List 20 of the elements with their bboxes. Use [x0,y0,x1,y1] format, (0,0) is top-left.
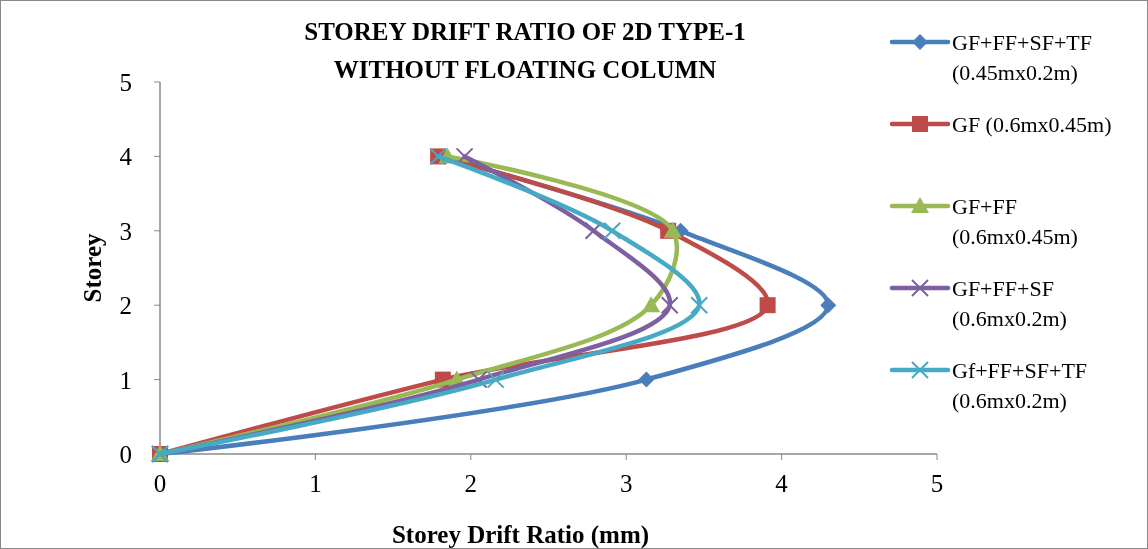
x-tick-label: 5 [930,470,944,497]
y-tick-label: 2 [119,292,132,320]
x-tick-label: 3 [619,470,633,497]
legend-label: GF+FF+SF (0.6mx0.2m) [952,276,1067,331]
x-axis-title: Storey Drift Ratio (mm) [391,521,650,549]
legend-label: GF (0.6mx0.45m) [952,112,1112,137]
y-tick-label: 0 [119,441,132,468]
chart-title: STOREY DRIFT RATIO OF 2D TYPE-1 WITHOUT FLOATING COLUMN [304,18,746,83]
x-tick-label: 1 [309,470,322,497]
y-tick-label: 3 [119,217,132,245]
y-tick-label: 1 [119,366,132,394]
x-tick-label: 2 [464,470,478,497]
y-tick-label: 5 [119,69,132,96]
y-axis-title: Storey [79,233,106,303]
y-tick-label: 4 [119,143,133,171]
x-tick-label: 0 [153,470,167,497]
legend-label: GF+FF (0.6mx0.45m) [952,194,1078,249]
legend-label: GF+FF+SF+TF (0.45mx0.2m) [952,30,1092,85]
x-tick-label: 4 [775,470,789,497]
legend-label: Gf+FF+SF+TF (0.6mx0.2m) [952,358,1088,413]
